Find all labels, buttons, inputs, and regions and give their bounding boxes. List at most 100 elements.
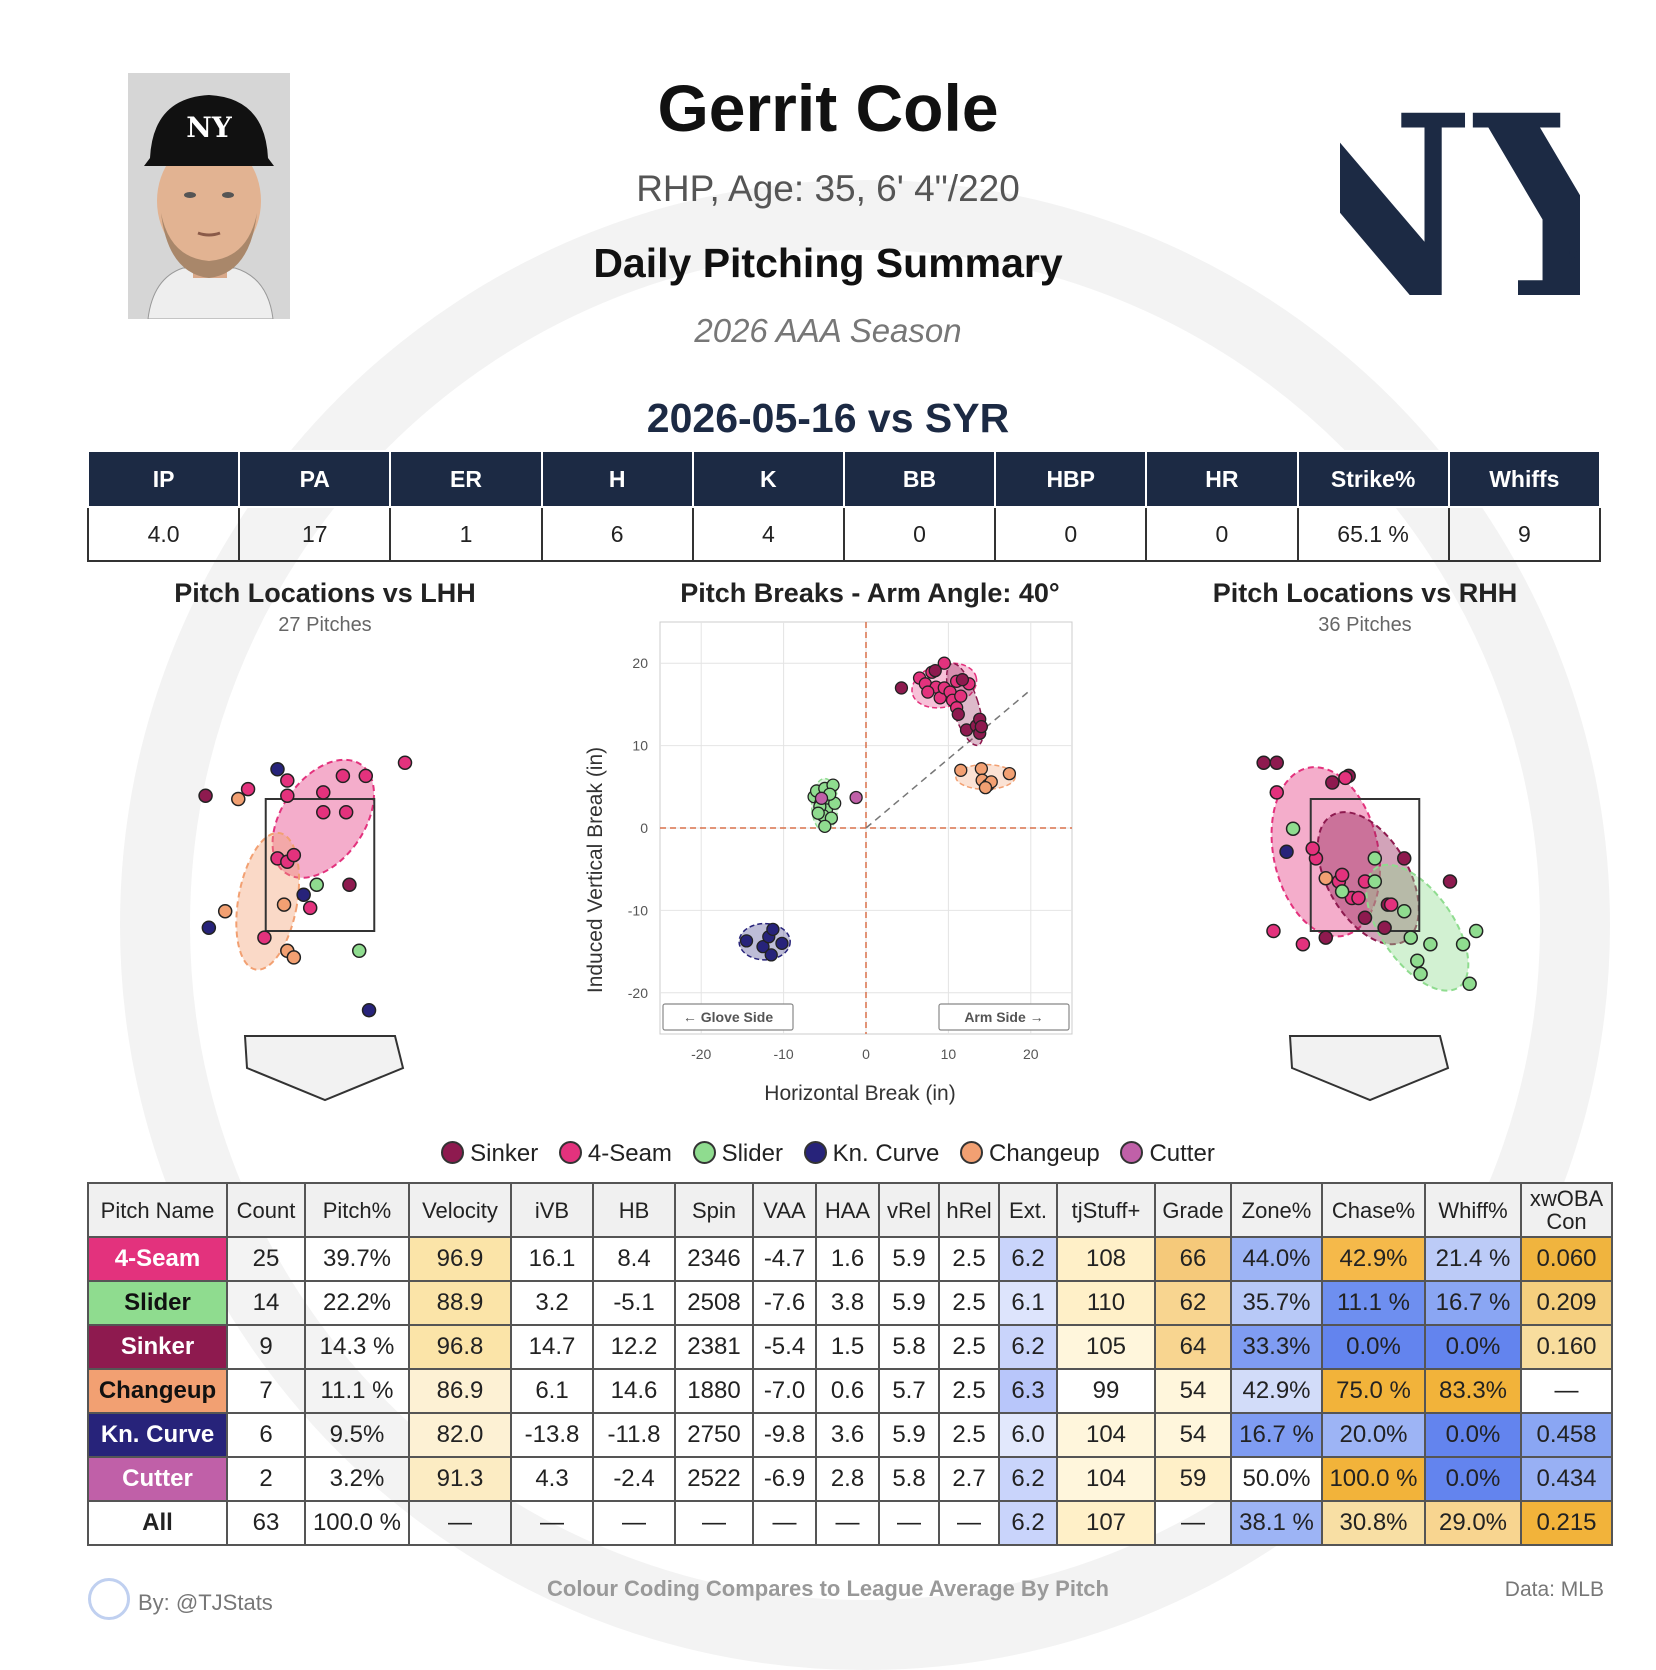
metric-cell-count: 7: [226, 1368, 306, 1414]
metric-cell-spin: 1880: [674, 1368, 754, 1414]
metric-cell-tjstuff: 104: [1056, 1456, 1156, 1502]
rhh-location-plot: [1256, 755, 1484, 1102]
metric-cell-chase: 30.8%: [1321, 1500, 1426, 1546]
metric-cell-zone: 33.3%: [1230, 1324, 1323, 1370]
slider-point: [811, 806, 825, 820]
legend-item-kn-curve: Kn. Curve: [803, 1140, 940, 1168]
legend-label: Kn. Curve: [832, 1140, 940, 1167]
game-title: 2026-05-16 vs SYR: [646, 395, 1010, 441]
metric-cell-ivb: 3.2: [510, 1280, 594, 1326]
sinker-point: [342, 877, 357, 893]
metric-cell-velocity: 86.9: [408, 1368, 512, 1414]
x-tick-label: 10: [941, 1046, 957, 1062]
metric-cell-vaa: -4.7: [752, 1236, 817, 1282]
metric-cell-tjstuff: 110: [1056, 1280, 1156, 1326]
pitch-row-cutter: Cutter 2 3.2% 91.3 4.3 -2.4 2522 -6.9 2.8 5.8 2.7 6…: [87, 1456, 1613, 1502]
summary-header-cell: H: [540, 450, 694, 508]
metric-cell-grade: 59: [1154, 1456, 1232, 1502]
sinker-point: [1357, 910, 1373, 926]
summary-value-cell: 6: [540, 506, 694, 562]
metric-cell-xwoba-con: 0.215: [1520, 1500, 1613, 1546]
metric-cell-ext: 6.3: [998, 1368, 1058, 1414]
column-header-whiff: Whiff%: [1424, 1182, 1522, 1238]
sinker-point: [1396, 851, 1412, 866]
summary-value-cell: 4.0: [86, 506, 241, 562]
metric-cell-tjstuff: 105: [1056, 1324, 1156, 1370]
metric-cell-hb: —: [592, 1500, 676, 1546]
cutter-point: [849, 790, 863, 805]
legend-label: 4-Seam: [587, 1140, 672, 1167]
column-header-ext: Ext.: [998, 1182, 1058, 1238]
metric-cell-whiff: 0.0%: [1424, 1324, 1522, 1370]
metric-cell-xwoba-con: 0.060: [1520, 1236, 1613, 1282]
metric-cell-pitch: 9.5%: [304, 1412, 410, 1458]
metric-cell-hrel: —: [938, 1500, 1000, 1546]
metric-cell-pitch: 11.1 %: [304, 1368, 410, 1414]
metric-cell-hrel: 2.5: [938, 1236, 1000, 1282]
pitch-name-cell: Cutter: [87, 1456, 228, 1502]
lhh-plot-title: Pitch Locations vs LHH: [174, 578, 476, 608]
kn-curve-point: [766, 922, 780, 937]
metric-cell-hrel: 2.5: [938, 1324, 1000, 1370]
metric-cell-grade: 66: [1154, 1236, 1232, 1282]
kn-curve-point: [1279, 844, 1294, 860]
break-x-axis-label: Horizontal Break (in): [764, 1082, 955, 1105]
metric-cell-hrel: 2.5: [938, 1280, 1000, 1326]
legend-marker: [692, 1141, 716, 1164]
4-seam-point: [358, 768, 374, 784]
metric-cell-ivb: 16.1: [510, 1236, 594, 1282]
changeup-point: [974, 762, 989, 776]
metric-cell-spin: 2346: [674, 1236, 754, 1282]
metric-cell-hb: 8.4: [592, 1236, 676, 1282]
metric-cell-vaa: -7.6: [752, 1280, 817, 1326]
4-seam-point: [286, 847, 302, 863]
legend-marker: [558, 1141, 582, 1164]
4-seam-point: [1295, 936, 1311, 952]
metric-cell-xwoba-con: 0.160: [1520, 1324, 1613, 1370]
summary-value-cell: 17: [238, 506, 392, 562]
4-seam-point: [240, 781, 256, 797]
metric-cell-haa: 3.8: [815, 1280, 880, 1326]
4-seam-point: [1305, 841, 1320, 856]
metric-cell-velocity: 96.9: [408, 1236, 512, 1282]
4-seam-point: [1351, 890, 1366, 906]
metric-cell-zone: 42.9%: [1230, 1368, 1323, 1414]
summary-header-cell: Strike%: [1296, 450, 1450, 508]
y-tick-label: -20: [628, 985, 648, 1001]
metric-cell-whiff: 83.3%: [1424, 1368, 1522, 1414]
metric-cell-vaa: -6.9: [752, 1456, 817, 1502]
metric-cell-spin: —: [674, 1500, 754, 1546]
changeup-point: [1002, 766, 1017, 781]
y-tick-label: 20: [632, 655, 648, 671]
metric-cell-tjstuff: 104: [1056, 1412, 1156, 1458]
metric-cell-pitch: 100.0 %: [304, 1500, 410, 1546]
metric-cell-ivb: 6.1: [510, 1368, 594, 1414]
pitch-metrics-table: Pitch Name Count Pitch% Velocity iVB HB Spin VA…: [87, 1182, 1613, 1546]
pitch-row-changeup: Changeup 7 11.1 % 86.9 6.1 14.6 1880 -7.0 0.6 5.7…: [87, 1368, 1613, 1414]
summary-value-cell: 1: [389, 506, 543, 562]
lhh-location-plot: [198, 755, 413, 1102]
metric-cell-count: 63: [226, 1500, 306, 1546]
slider-point: [1423, 936, 1438, 952]
metric-cell-grade: 64: [1154, 1324, 1232, 1370]
column-header-hb: HB: [592, 1182, 676, 1238]
rhh-plot-subtitle: 36 Pitches: [1318, 614, 1412, 636]
slider-point: [1367, 851, 1383, 866]
summary-value-cell: 0: [994, 506, 1148, 562]
metric-cell-hb: -5.1: [592, 1280, 676, 1326]
changeup-point: [1318, 870, 1334, 886]
changeup-point: [978, 780, 993, 795]
metric-cell-haa: 2.8: [815, 1456, 880, 1502]
metric-cell-whiff: 21.4 %: [1424, 1236, 1522, 1282]
pitch-row-all: All 63 100.0 % — — — — — — — —6.2 107—38.1 % 30.8% 29…: [87, 1500, 1613, 1546]
kn-curve-point: [296, 887, 311, 902]
metric-cell-haa: 1.5: [815, 1324, 880, 1370]
metric-cell-xwoba-con: 0.434: [1520, 1456, 1613, 1502]
metric-cell-vrel: 5.8: [878, 1456, 940, 1502]
legend-item-cutter: Cutter: [1120, 1140, 1215, 1168]
4-seam-point: [335, 768, 351, 784]
metric-cell-grade: 54: [1154, 1412, 1232, 1458]
sinker-point: [198, 788, 213, 803]
game-summary-table: IP PA ER H K BB HBP HR Strike% Whiffs 4.…: [86, 450, 1602, 562]
metric-cell-spin: 2381: [674, 1324, 754, 1370]
